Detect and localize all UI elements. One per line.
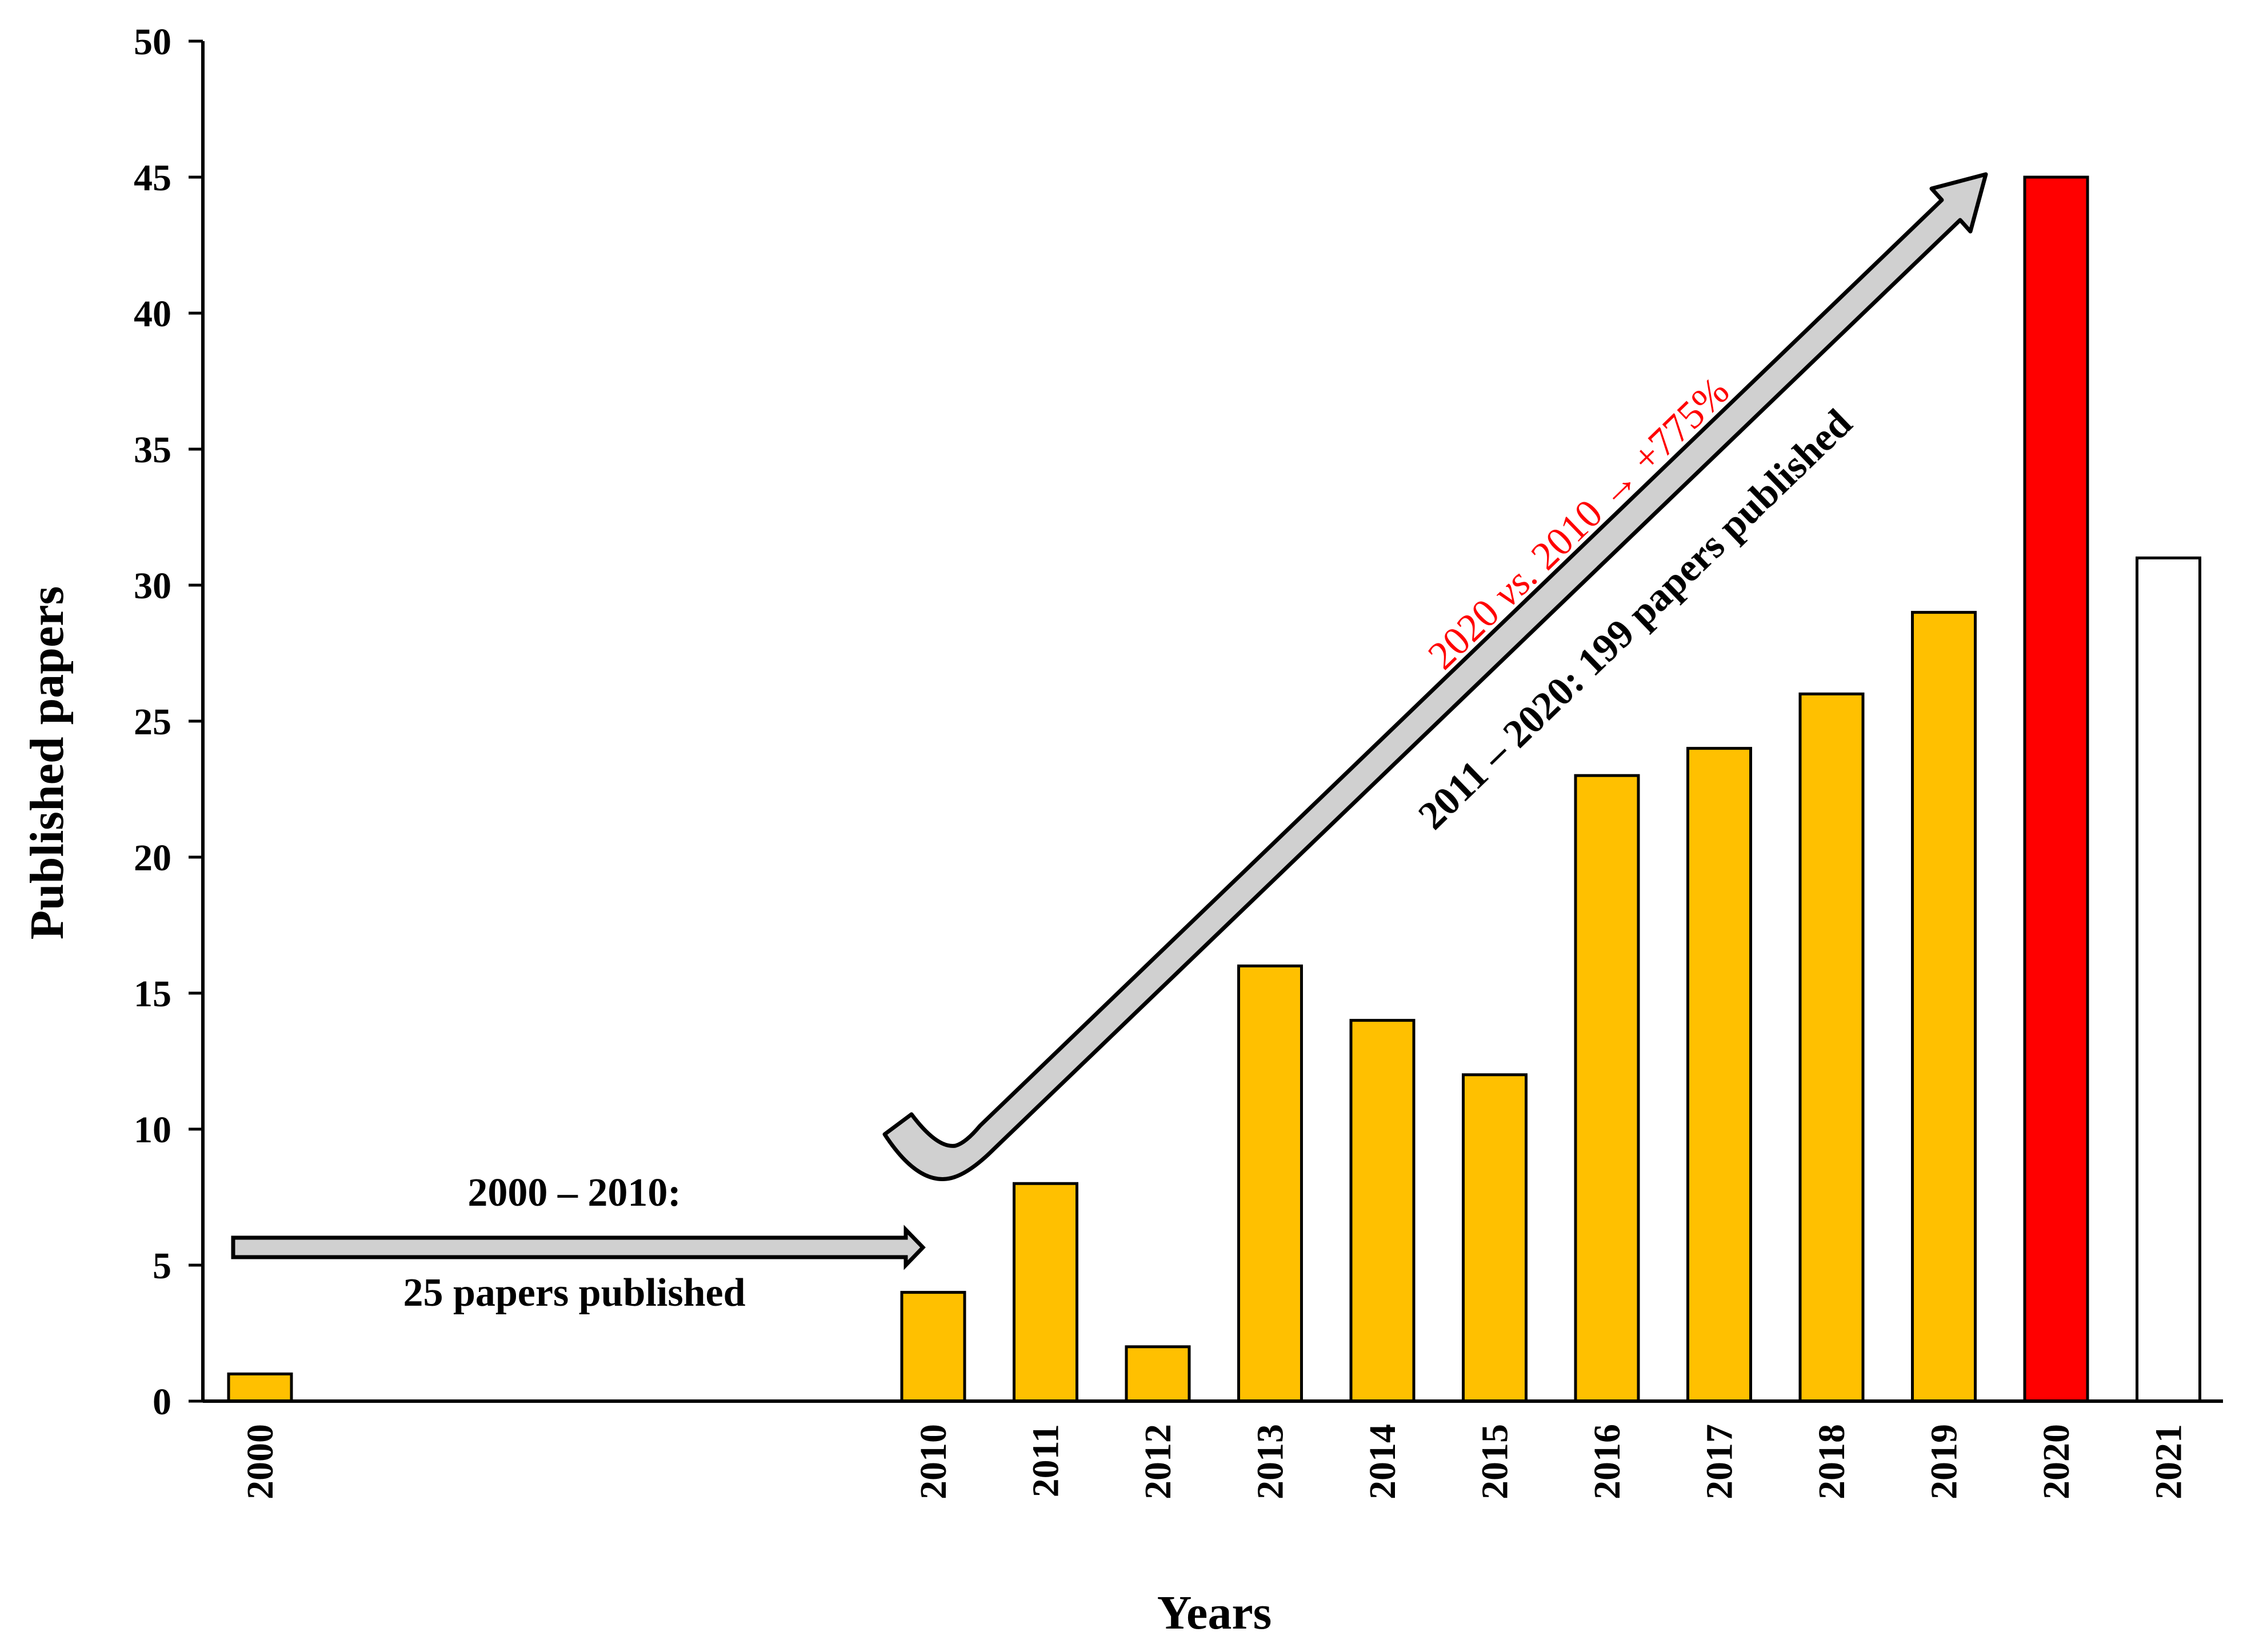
- y-tick-label-40: 40: [134, 293, 171, 335]
- y-tick-label-0: 0: [153, 1381, 171, 1423]
- bar-2010: [900, 1291, 966, 1403]
- bars-group: [227, 175, 2201, 1403]
- x-tick-label-2010: 2010: [913, 1424, 954, 1499]
- x-ticks-group: 2000 2010 2011 2012 2013 2014 2015 2016 2017 2018…: [239, 1424, 2190, 1499]
- bar-2020: [2023, 175, 2089, 1403]
- y-ticks-group: 0 5 10 15 20 25 30 35 40 45 50: [134, 21, 203, 1423]
- bar-2017: [1686, 747, 1752, 1403]
- x-tick-label-2013: 2013: [1250, 1424, 1292, 1499]
- y-tick-label-45: 45: [134, 157, 171, 199]
- x-tick-label-2018: 2018: [1811, 1424, 1853, 1499]
- early-period-label-line1: 2000 – 2010:: [467, 1171, 681, 1215]
- bar-2012: [1125, 1345, 1191, 1403]
- bar-2021: [2136, 556, 2201, 1403]
- bar-2015: [1462, 1073, 1528, 1403]
- x-axis-title: Years: [1157, 1586, 1272, 1639]
- x-tick-label-2012: 2012: [1137, 1424, 1179, 1499]
- bar-2018: [1798, 692, 1865, 1403]
- bar-2019: [1911, 611, 1977, 1403]
- x-tick-label-2021: 2021: [2148, 1424, 2190, 1499]
- y-tick-label-5: 5: [153, 1245, 171, 1287]
- x-tick-label-2016: 2016: [1586, 1424, 1628, 1499]
- period-arrow-horizontal: [231, 1225, 926, 1270]
- y-tick-label-30: 30: [134, 565, 171, 607]
- y-tick-label-25: 25: [134, 701, 171, 743]
- bar-2014: [1349, 1019, 1416, 1403]
- y-tick-label-50: 50: [134, 21, 171, 63]
- bar-2011: [1013, 1182, 1078, 1403]
- growth-arrow-curved: [882, 172, 1988, 1181]
- x-tick-label-2019: 2019: [1924, 1424, 1965, 1499]
- bar-2016: [1574, 774, 1640, 1403]
- x-tick-label-2017: 2017: [1699, 1424, 1741, 1499]
- growth-percent-label: 2020 vs. 2010 → +775%: [1420, 369, 1738, 678]
- bar-2000: [227, 1372, 293, 1403]
- y-tick-label-15: 15: [134, 973, 171, 1015]
- y-axis-title: Published papers: [21, 586, 74, 940]
- x-tick-label-2011: 2011: [1025, 1424, 1067, 1497]
- y-tick-label-20: 20: [134, 837, 171, 879]
- bar-2013: [1237, 964, 1303, 1403]
- x-tick-label-2015: 2015: [1474, 1424, 1516, 1499]
- x-tick-label-2000: 2000: [239, 1424, 281, 1499]
- x-tick-label-2014: 2014: [1362, 1424, 1404, 1499]
- early-period-label-line2: 25 papers published: [403, 1271, 745, 1315]
- y-tick-label-35: 35: [134, 429, 171, 471]
- y-tick-label-10: 10: [134, 1109, 171, 1151]
- x-tick-label-2020: 2020: [2036, 1424, 2077, 1499]
